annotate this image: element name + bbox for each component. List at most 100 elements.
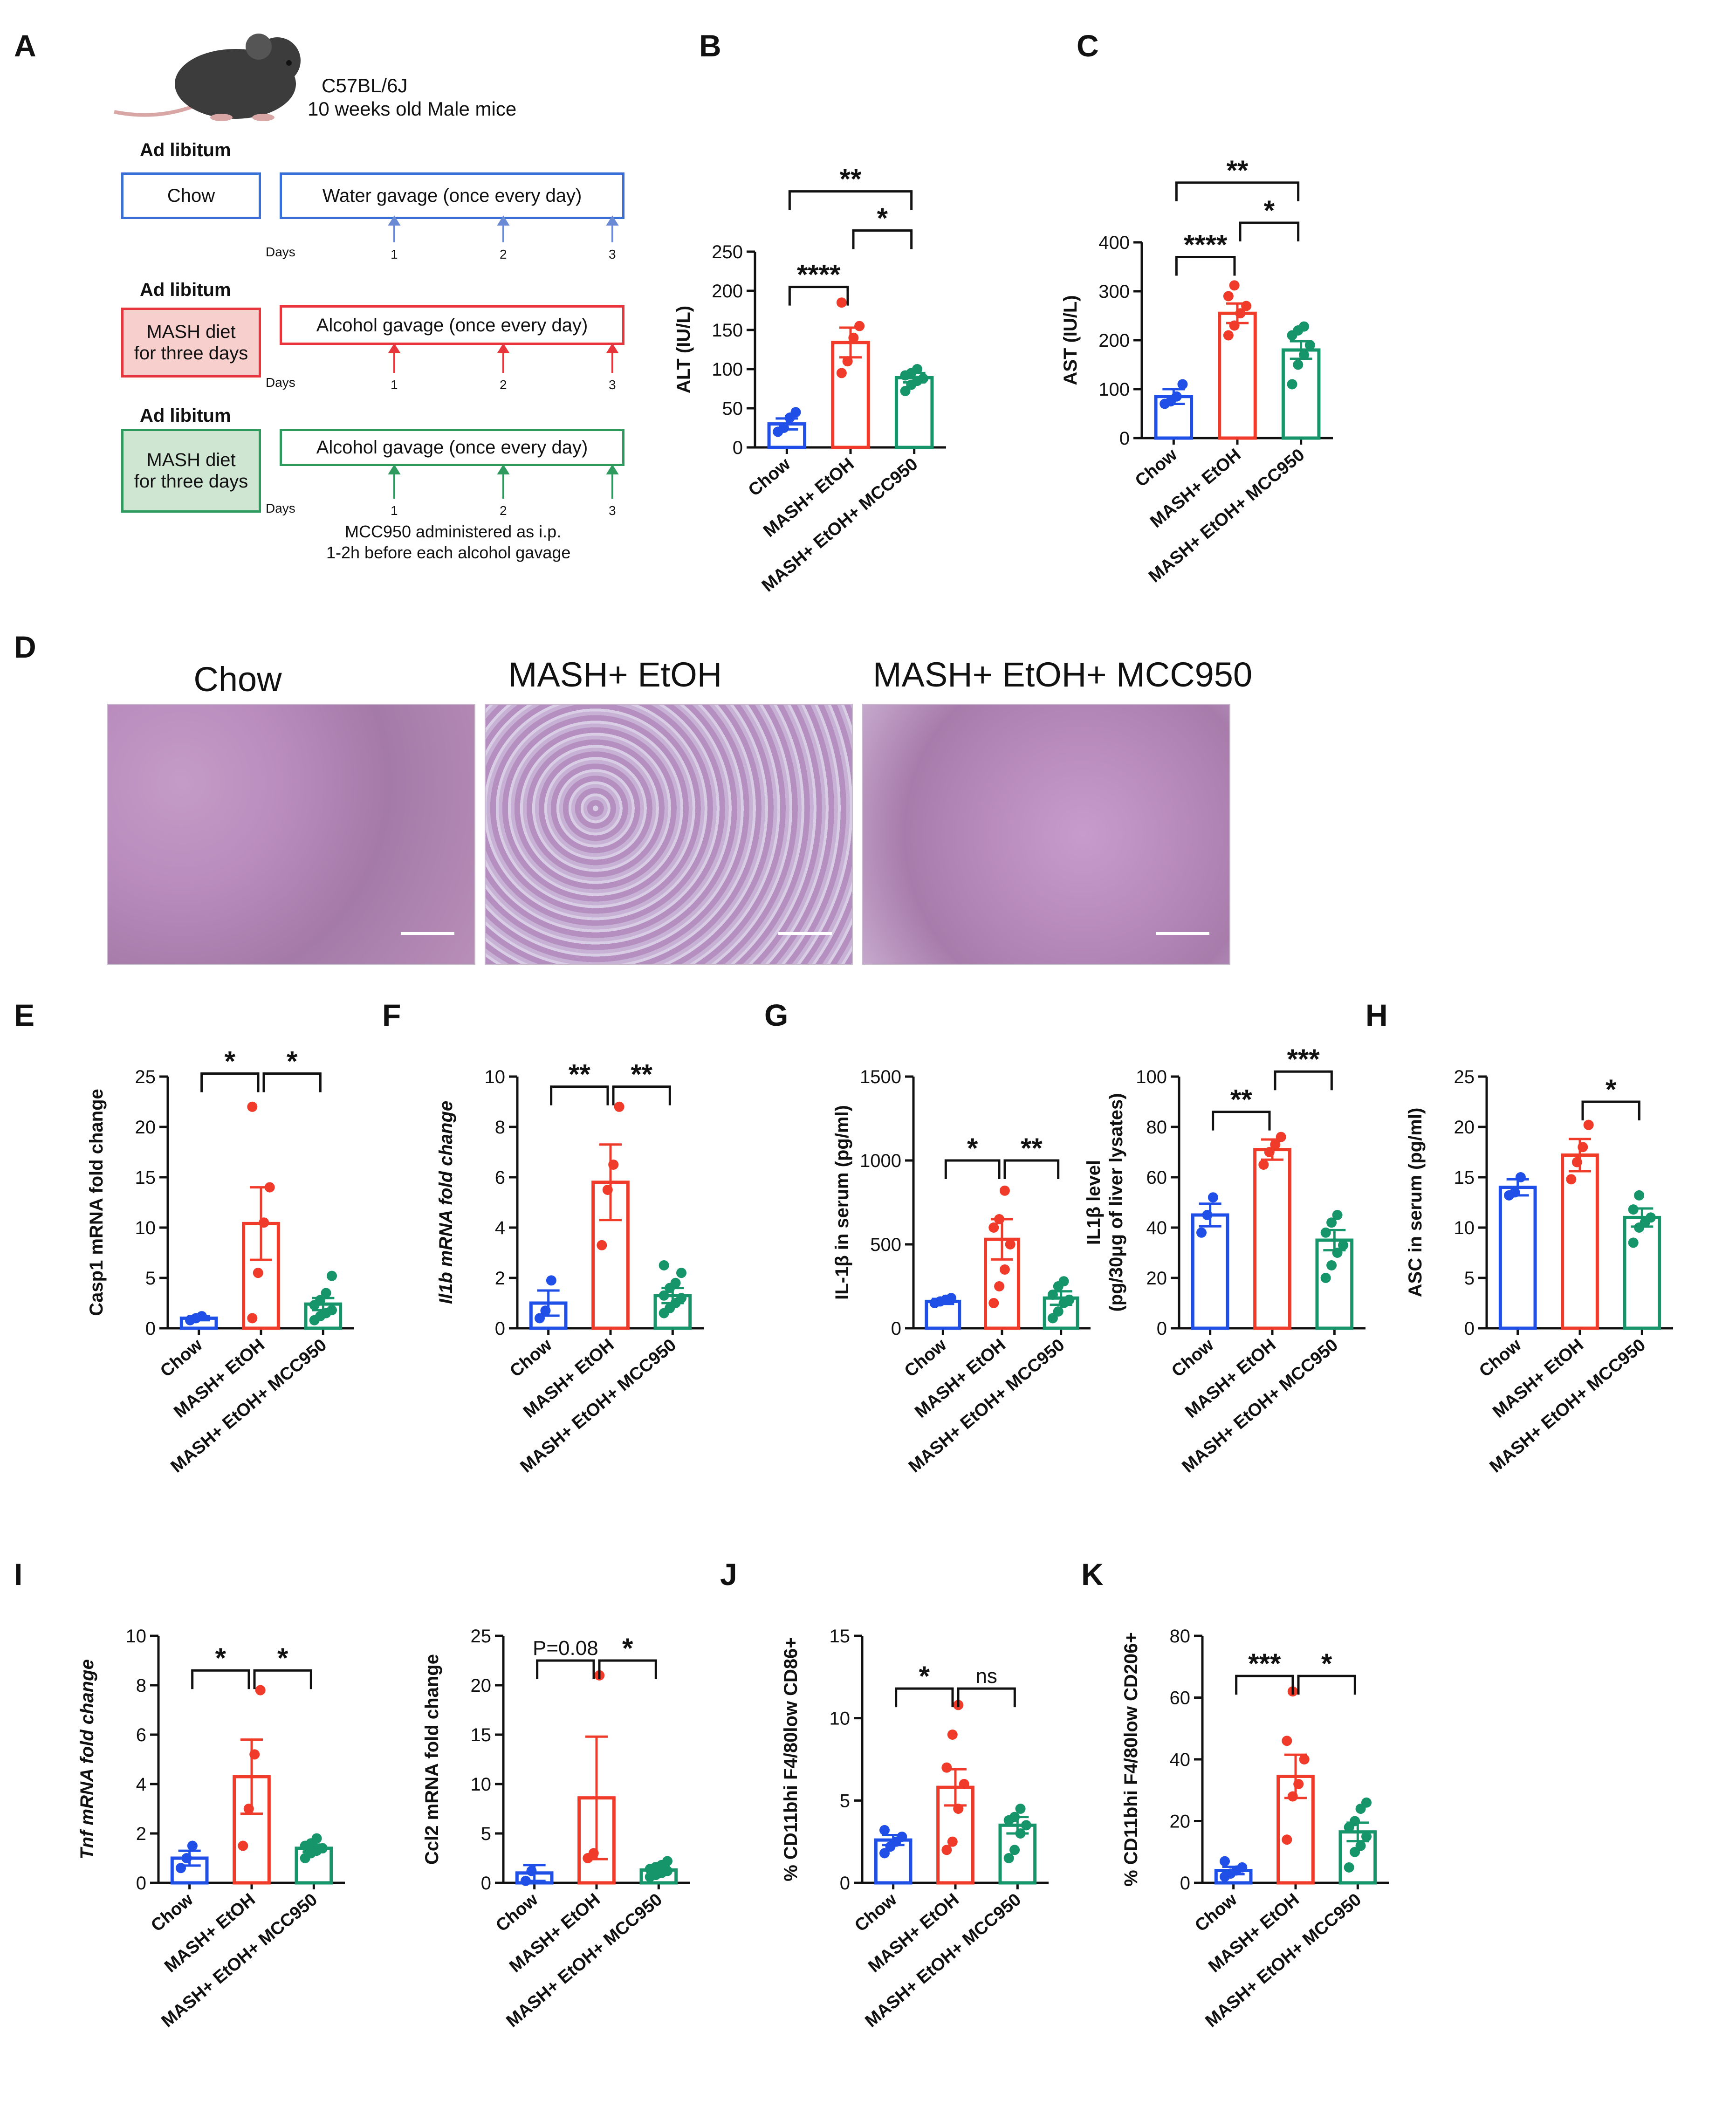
panel-letter-i: I <box>14 1557 23 1592</box>
y-tick-label: 1500 <box>860 1067 901 1087</box>
y-tick-label: 0 <box>1119 428 1130 449</box>
chart-il1b-liver: 0 20 40 60 80 100 IL1β level (pg/30μg of liver … <box>1084 1043 1365 1476</box>
data-point <box>1326 1260 1337 1270</box>
data-point <box>947 1730 958 1740</box>
y-tick-label: 5 <box>1464 1268 1475 1289</box>
significance-label: * <box>277 1642 288 1674</box>
data-point <box>1338 1240 1348 1250</box>
data-point <box>1003 1853 1014 1863</box>
panel-letter-h: H <box>1365 998 1388 1032</box>
histology-image-chow <box>107 704 475 965</box>
data-point <box>535 1313 545 1324</box>
y-tick-label: 250 <box>712 242 743 262</box>
data-point <box>1355 1840 1366 1851</box>
data-point <box>1583 1119 1594 1130</box>
data-point <box>947 1836 958 1847</box>
significance-label: ** <box>569 1059 590 1090</box>
data-point <box>999 1185 1010 1196</box>
age-label: 10 weeks old Male mice <box>308 98 517 120</box>
y-tick-label: 40 <box>1170 1750 1191 1770</box>
scale-bar-chow <box>401 932 454 935</box>
panel-letter-b: B <box>699 28 721 63</box>
y-axis-label: % CD11bhi F4/80low CD86+ <box>781 1637 801 1881</box>
data-point <box>614 1101 624 1112</box>
y-tick-label: 8 <box>495 1117 505 1138</box>
data-point <box>1229 320 1240 331</box>
significance-bracket <box>1175 256 1236 276</box>
data-point <box>1047 1290 1058 1300</box>
significance-bracket <box>1003 1159 1060 1179</box>
data-point <box>259 1217 269 1228</box>
histology-title-etoh: MASH+ EtOH <box>508 655 722 694</box>
data-point <box>1578 1142 1588 1153</box>
data-point <box>597 1240 607 1250</box>
significance-bracket <box>200 1072 260 1092</box>
data-point <box>1171 391 1182 402</box>
y-tick-label: 15 <box>471 1725 492 1745</box>
histology-image-etoh <box>485 704 853 965</box>
y-tick-label: 10 <box>830 1709 851 1729</box>
significance-label: ns <box>975 1665 997 1688</box>
y-tick-label: 10 <box>485 1067 506 1087</box>
schema-row3-day2: 2 <box>500 503 507 518</box>
data-point <box>602 1185 613 1195</box>
schema-note-line1: MCC950 administered as i.p. <box>345 522 562 541</box>
x-tick-label: Chow <box>901 1335 951 1381</box>
panel-letter-c: C <box>1077 28 1099 63</box>
y-tick-label: 5 <box>145 1268 156 1289</box>
schema-row2-days-label: Days <box>266 375 295 390</box>
data-point <box>1264 1147 1275 1157</box>
data-point <box>1229 280 1240 291</box>
significance-bracket <box>852 229 913 249</box>
y-tick-label: 15 <box>830 1626 851 1647</box>
y-tick-label: 25 <box>135 1067 156 1087</box>
data-point <box>1053 1306 1064 1317</box>
data-point <box>953 1804 964 1814</box>
data-point <box>253 1268 263 1278</box>
schema-row1-day3: 3 <box>609 247 616 261</box>
data-point <box>1515 1172 1526 1182</box>
x-tick-label: Chow <box>1132 445 1181 491</box>
data-point <box>1058 1276 1069 1287</box>
schema-row2-day1: 1 <box>391 378 398 392</box>
y-tick-label: 0 <box>1464 1318 1475 1339</box>
x-tick-label: Chow <box>1475 1335 1525 1381</box>
data-point <box>247 1101 258 1112</box>
data-point <box>546 1275 556 1286</box>
significance-bracket <box>612 1085 671 1105</box>
data-point <box>1202 1210 1213 1220</box>
data-point <box>1566 1174 1577 1185</box>
significance-label: ** <box>840 164 862 195</box>
significance-label: P=0.08 <box>533 1637 598 1660</box>
significance-bracket <box>957 1687 1016 1708</box>
significance-bracket <box>1274 1070 1333 1091</box>
data-point <box>1276 1132 1286 1142</box>
data-point <box>1571 1157 1582 1167</box>
significance-bracket <box>788 286 849 306</box>
y-tick-label: 100 <box>712 359 743 380</box>
significance-bracket <box>253 1669 312 1689</box>
y-axis-label: ALT (IU/L) <box>673 306 694 393</box>
data-point <box>912 364 923 374</box>
significance-label: * <box>225 1046 236 1077</box>
data-point <box>588 1848 599 1859</box>
y-tick-label: 80 <box>1146 1117 1167 1138</box>
panel-letter-f: F <box>382 998 401 1032</box>
y-tick-label: 0 <box>136 1873 146 1894</box>
significance-label: ** <box>1230 1084 1252 1115</box>
data-point <box>988 1298 999 1308</box>
significance-bracket <box>1581 1100 1640 1120</box>
histology-title-chow: Chow <box>193 660 282 699</box>
data-point <box>1241 301 1252 311</box>
y-tick-label: 80 <box>1170 1626 1191 1647</box>
y-tick-label: 15 <box>1454 1167 1475 1188</box>
significance-bracket <box>598 1659 657 1679</box>
data-point <box>317 1843 328 1853</box>
row1-arrows <box>388 215 619 242</box>
significance-label: * <box>1264 195 1275 226</box>
data-point <box>1005 1239 1016 1249</box>
x-tick-label: Chow <box>157 1335 206 1381</box>
